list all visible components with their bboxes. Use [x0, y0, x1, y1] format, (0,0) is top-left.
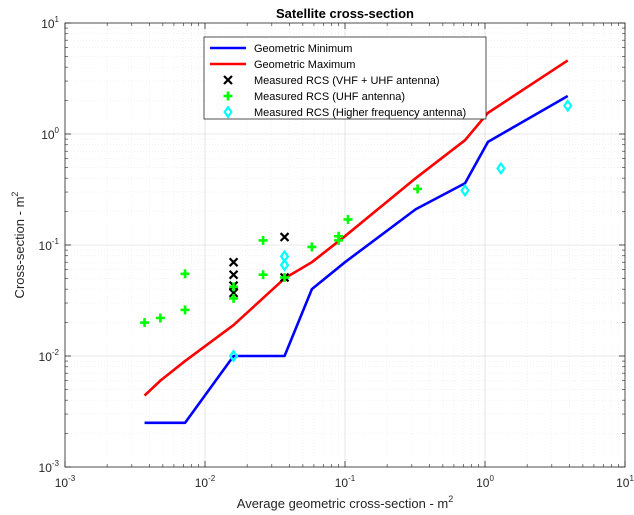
series-line [143, 59, 569, 397]
series-4 [140, 184, 423, 328]
data-point [279, 249, 290, 264]
data-point [180, 305, 190, 315]
data-point [180, 269, 190, 279]
data-point [343, 214, 353, 224]
legend-label: Measured RCS (VHF + UHF antenna) [254, 75, 440, 87]
y-tick-label-exp: 0 [55, 126, 60, 135]
series-layer [140, 59, 573, 425]
legend-swatch [223, 75, 233, 85]
data-point [460, 183, 470, 198]
legend-box [203, 36, 487, 120]
data-point [279, 232, 290, 242]
y-tick-label-base: 10 [39, 350, 53, 364]
x-tick-label-exp: 0 [489, 474, 494, 483]
chart-title: Satellite cross-section [276, 6, 414, 21]
data-point [229, 282, 239, 292]
y-tick-label-exp: -3 [52, 459, 60, 468]
x-tick-label-exp: -1 [348, 474, 356, 483]
legend-entry: Geometric Minimum [210, 43, 352, 55]
x-tick-label: 10-1 [335, 474, 356, 490]
data-point [563, 98, 573, 113]
legend-label: Measured RCS (Higher frequency antenna) [254, 107, 466, 119]
y-tick-label: 10-3 [39, 459, 60, 475]
legend: Geometric Minimum Geometric Maximum Measur… [203, 36, 487, 120]
legend-items: Geometric Minimum Geometric Maximum Measur… [210, 43, 466, 119]
y-tick-label: 10-1 [39, 237, 60, 253]
data-point [258, 235, 268, 245]
y-tick-label: 100 [41, 126, 59, 142]
x-tick-labels: 10-3 10-2 10-1 100 101 [55, 474, 634, 490]
data-point [496, 161, 506, 176]
y-tick-label-exp: -2 [52, 348, 60, 357]
x-tick-label-base: 10 [476, 476, 490, 490]
legend-swatch [223, 105, 233, 119]
x-axis-label-base: Average geometric cross-section - m [237, 496, 448, 511]
y-tick-label: 10-2 [39, 348, 60, 364]
data-point [413, 184, 423, 194]
y-tick-label-base: 10 [39, 239, 53, 253]
data-point [140, 318, 150, 328]
x-tick-label: 101 [616, 474, 634, 490]
x-tick-label: 100 [476, 474, 494, 490]
data-point [228, 288, 239, 298]
legend-entry: Geometric Maximum [210, 59, 355, 71]
x-tick-label-exp: 1 [629, 474, 634, 483]
data-point [279, 258, 290, 272]
data-point [280, 272, 290, 282]
y-axis-label: Cross-section - m2 [10, 192, 27, 299]
legend-label: Measured RCS (UHF antenna) [254, 91, 405, 103]
axis-ticks [64, 22, 626, 468]
x-tick-label-base: 10 [335, 476, 349, 490]
legend-entry: Measured RCS (VHF + UHF antenna) [223, 75, 440, 87]
series-line [144, 94, 569, 425]
data-point [228, 349, 239, 363]
y-axis-label-base: Cross-section - m [12, 197, 27, 299]
x-tick-label-base: 10 [616, 476, 630, 490]
y-tick-label-base: 10 [39, 461, 53, 475]
legend-entry: Measured RCS (Higher frequency antenna) [223, 105, 466, 119]
y-tick-label-exp: -1 [52, 237, 60, 246]
data-point [228, 257, 239, 267]
y-tick-label: 101 [41, 15, 59, 31]
x-tick-label-base: 10 [195, 476, 209, 490]
x-tick-label: 10-3 [55, 474, 76, 490]
data-point [155, 313, 165, 323]
y-tick-label-exp: 1 [55, 15, 60, 24]
data-point [334, 231, 344, 241]
legend-label: Geometric Maximum [254, 59, 355, 71]
series-1 [144, 94, 569, 425]
data-point [229, 293, 239, 303]
y-tick-label-base: 10 [41, 17, 55, 31]
data-point [228, 269, 239, 280]
y-axis-label-sup: 2 [10, 192, 20, 197]
data-point [258, 270, 268, 280]
series-5 [228, 98, 573, 363]
x-tick-label: 10-2 [195, 474, 216, 490]
y-tick-label-base: 10 [41, 128, 55, 142]
x-tick-label-base: 10 [55, 476, 69, 490]
x-axis-label-sup: 2 [448, 494, 453, 504]
legend-label: Geometric Minimum [254, 43, 352, 55]
x-tick-label-exp: -2 [208, 474, 216, 483]
data-point [307, 242, 317, 252]
legend-swatch [223, 91, 233, 101]
x-axis-label: Average geometric cross-section - m2 [237, 494, 453, 511]
legend-entry: Measured RCS (UHF antenna) [223, 91, 405, 103]
series-2 [143, 59, 569, 397]
x-tick-label-exp: -3 [68, 474, 76, 483]
